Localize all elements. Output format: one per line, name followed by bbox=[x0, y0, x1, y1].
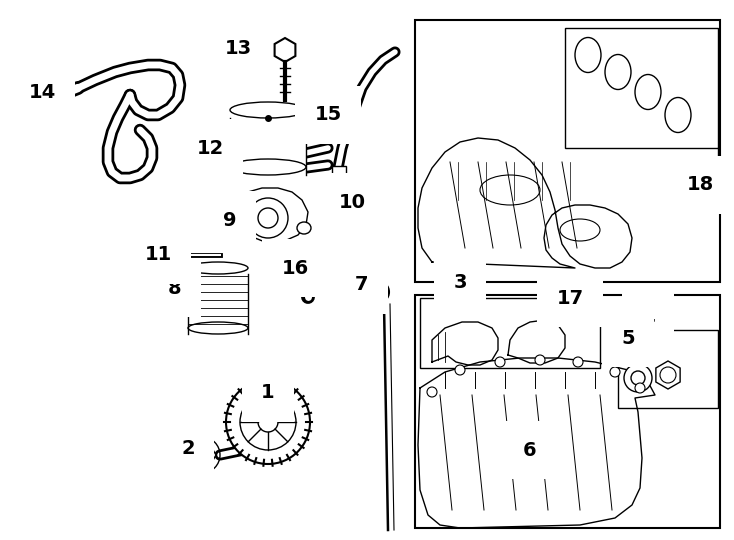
Text: 1: 1 bbox=[261, 383, 275, 402]
Text: 17: 17 bbox=[556, 288, 584, 307]
Circle shape bbox=[226, 380, 310, 464]
Text: 16: 16 bbox=[281, 259, 308, 278]
Circle shape bbox=[635, 383, 645, 393]
Bar bbox=[230, 138, 306, 176]
Text: 14: 14 bbox=[29, 83, 56, 102]
Text: 11: 11 bbox=[145, 246, 172, 265]
Polygon shape bbox=[508, 320, 565, 363]
Bar bbox=[188, 273, 248, 335]
Ellipse shape bbox=[188, 262, 248, 274]
Circle shape bbox=[631, 371, 645, 385]
Bar bbox=[420, 298, 600, 368]
Ellipse shape bbox=[297, 222, 311, 234]
Ellipse shape bbox=[230, 159, 306, 175]
Text: 7: 7 bbox=[355, 275, 368, 294]
Bar bbox=[565, 28, 718, 148]
Text: 6: 6 bbox=[523, 441, 537, 460]
Text: 8: 8 bbox=[168, 279, 182, 298]
Text: 12: 12 bbox=[197, 138, 224, 158]
Circle shape bbox=[258, 412, 278, 432]
Ellipse shape bbox=[635, 75, 661, 110]
Polygon shape bbox=[238, 188, 308, 242]
Circle shape bbox=[427, 387, 437, 397]
Circle shape bbox=[535, 355, 545, 365]
Text: 13: 13 bbox=[225, 38, 252, 57]
Bar bbox=[618, 330, 718, 408]
Circle shape bbox=[367, 281, 389, 303]
Text: 18: 18 bbox=[686, 176, 713, 194]
Circle shape bbox=[610, 367, 620, 377]
Polygon shape bbox=[432, 322, 498, 365]
Text: 3: 3 bbox=[454, 273, 467, 293]
Circle shape bbox=[573, 357, 583, 367]
Ellipse shape bbox=[228, 203, 244, 217]
Bar bbox=[415, 295, 720, 528]
Bar bbox=[363, 200, 377, 208]
Polygon shape bbox=[418, 138, 632, 268]
Circle shape bbox=[258, 208, 278, 228]
Text: 2: 2 bbox=[181, 438, 195, 457]
Bar bbox=[343, 200, 357, 208]
Text: 10: 10 bbox=[338, 192, 366, 212]
Bar bbox=[343, 184, 357, 192]
Ellipse shape bbox=[575, 37, 601, 72]
Ellipse shape bbox=[605, 55, 631, 90]
Bar bbox=[332, 166, 346, 178]
Text: 5: 5 bbox=[621, 328, 635, 348]
Polygon shape bbox=[418, 358, 655, 528]
Bar bbox=[323, 184, 337, 192]
Bar bbox=[415, 20, 720, 282]
Circle shape bbox=[495, 357, 505, 367]
Text: 4: 4 bbox=[642, 308, 655, 327]
Ellipse shape bbox=[665, 98, 691, 132]
Circle shape bbox=[248, 198, 288, 238]
Circle shape bbox=[455, 365, 465, 375]
Circle shape bbox=[240, 394, 296, 450]
Ellipse shape bbox=[230, 102, 306, 118]
Ellipse shape bbox=[188, 322, 248, 334]
Bar bbox=[323, 200, 337, 208]
Circle shape bbox=[624, 364, 652, 392]
Bar bbox=[320, 176, 380, 214]
Text: 9: 9 bbox=[223, 211, 237, 229]
Bar bbox=[363, 184, 377, 192]
Text: 15: 15 bbox=[314, 105, 341, 125]
